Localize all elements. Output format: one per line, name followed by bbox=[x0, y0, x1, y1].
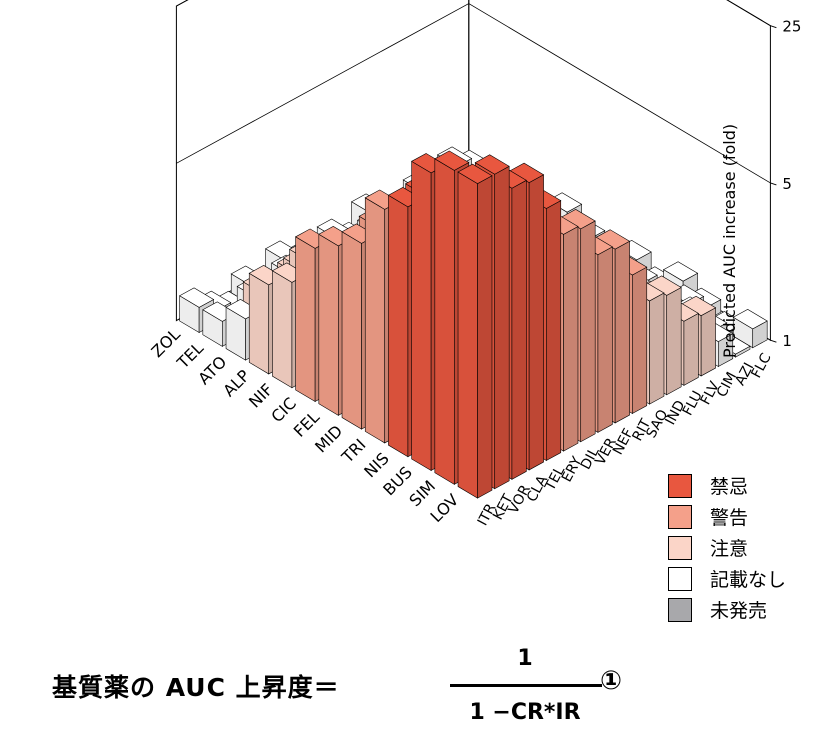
z-tick bbox=[770, 182, 777, 186]
legend-swatch bbox=[668, 473, 692, 498]
z-tick-label: 5 bbox=[782, 175, 792, 193]
bar-side-left bbox=[341, 231, 362, 430]
bar-side-left bbox=[388, 194, 409, 458]
fraction-bar bbox=[450, 684, 602, 687]
legend-label: 警告 bbox=[710, 507, 749, 529]
bar-top bbox=[457, 163, 493, 184]
bar-side-left bbox=[295, 236, 316, 403]
bar-side-right bbox=[563, 226, 579, 452]
z-axis-label: Predicted AUC increase (fold) bbox=[720, 124, 739, 358]
bar-LOV-FLC bbox=[732, 309, 768, 349]
z-tick-label: 1 bbox=[782, 332, 792, 350]
bar-top bbox=[663, 261, 699, 282]
legend-item: 未発売 bbox=[668, 594, 786, 625]
bar-top bbox=[434, 150, 470, 171]
z-tick bbox=[770, 25, 777, 29]
bar-top bbox=[732, 309, 768, 330]
bar-side-left bbox=[318, 233, 339, 416]
bar-side-right bbox=[546, 200, 562, 462]
bar-side-left bbox=[272, 270, 293, 389]
formula-lhs: 基質薬の AUC 上昇度＝ bbox=[52, 673, 340, 702]
bar-grid bbox=[179, 146, 768, 499]
bar-side-right bbox=[494, 165, 510, 490]
formula-denominator: 1 −CR*IR bbox=[469, 700, 581, 725]
bar-side-right bbox=[632, 266, 648, 415]
bar-side-left bbox=[364, 197, 386, 444]
bar-side-right bbox=[528, 174, 544, 471]
legend-label: 禁忌 bbox=[710, 476, 749, 498]
legend-item: 注意 bbox=[668, 532, 786, 563]
legend-swatch bbox=[668, 504, 692, 529]
bar-side-left bbox=[434, 158, 455, 485]
legend: 禁忌 警告 注意 記載なし 未発売 bbox=[668, 470, 786, 625]
bar-side-right bbox=[511, 179, 527, 480]
bar-side-right bbox=[614, 240, 630, 424]
bar-side-right bbox=[683, 312, 699, 386]
bar-top bbox=[474, 154, 510, 175]
legend-item: 記載なし bbox=[668, 563, 786, 594]
bar-LOV-ITR bbox=[457, 163, 493, 499]
legend-item: 禁忌 bbox=[668, 470, 786, 501]
z-tick bbox=[770, 339, 777, 343]
bar-side-right bbox=[597, 246, 613, 433]
bar-side-left bbox=[248, 272, 270, 375]
legend-swatch bbox=[668, 566, 692, 591]
legend-label: 注意 bbox=[710, 538, 749, 560]
inhibitor-label: FLC bbox=[748, 351, 774, 381]
bar-top bbox=[179, 287, 215, 308]
legend-label: 未発売 bbox=[710, 600, 768, 622]
formula-tag: ① bbox=[600, 666, 623, 696]
gridline bbox=[176, 3, 771, 184]
bar-side-right bbox=[477, 175, 493, 499]
bar-side-left bbox=[411, 160, 432, 472]
legend-swatch bbox=[668, 535, 692, 560]
legend-swatch bbox=[668, 597, 692, 622]
bar-side-right bbox=[700, 307, 716, 377]
legend-item: 警告 bbox=[668, 501, 786, 532]
legend-label: 記載なし bbox=[710, 569, 787, 591]
z-tick-label: 25 bbox=[782, 18, 801, 36]
bar-side-right bbox=[666, 286, 682, 396]
gridline bbox=[176, 0, 771, 27]
auc-formula: 基質薬の AUC 上昇度＝ 1 1 −CR*IR ① bbox=[52, 640, 812, 730]
bar-side-right bbox=[580, 220, 596, 443]
bar-side-left bbox=[457, 171, 478, 499]
bar-side-right bbox=[649, 292, 665, 405]
formula-numerator: 1 bbox=[517, 646, 533, 671]
